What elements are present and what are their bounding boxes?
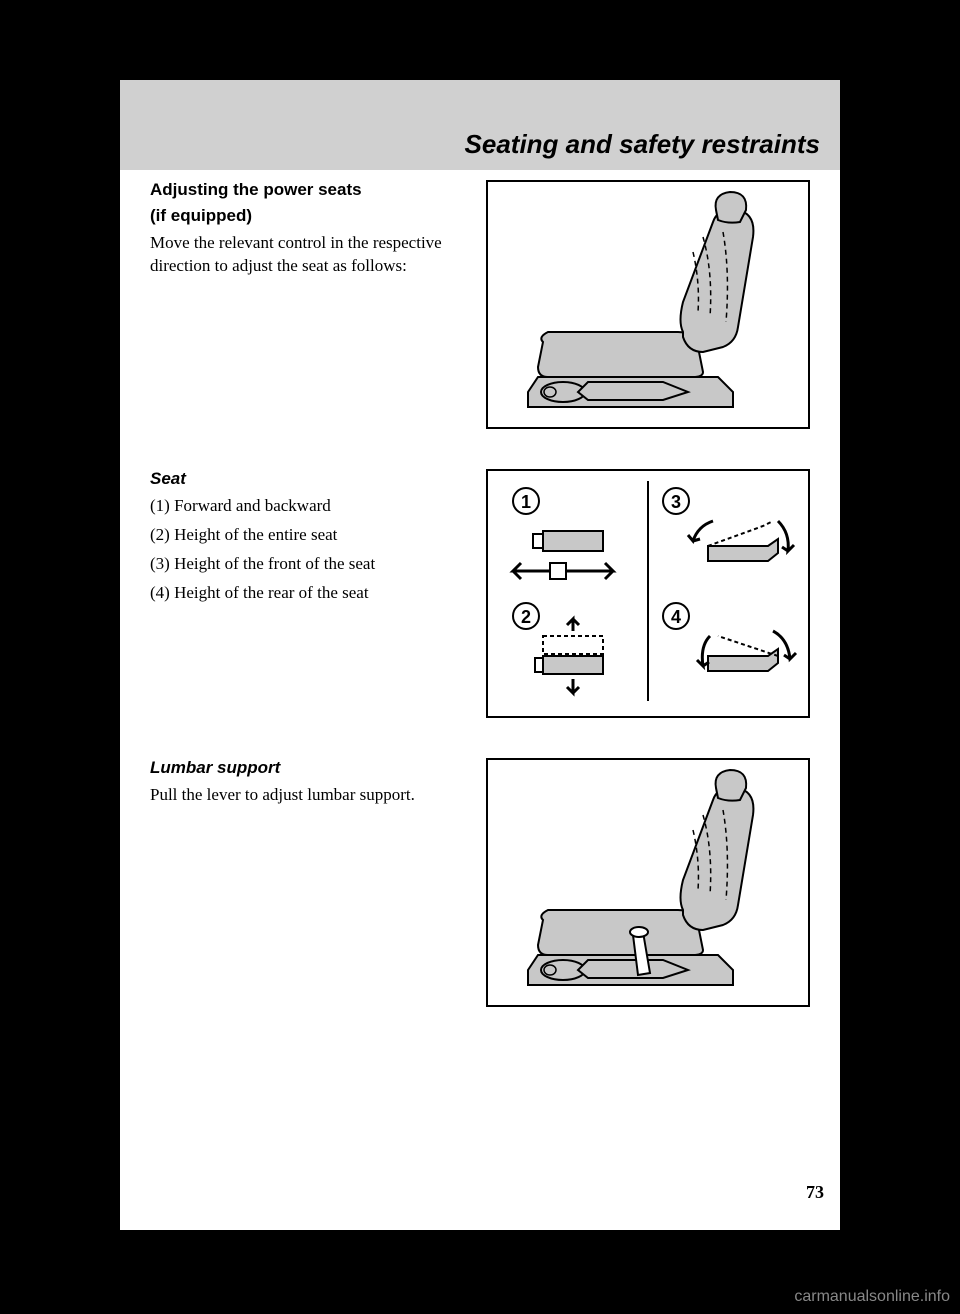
section1-heading-line2: (if equipped) (150, 206, 466, 226)
section-seat-controls: Seat (1) Forward and backward (2) Height… (150, 469, 810, 718)
section1-text: Adjusting the power seats (if equipped) … (150, 180, 466, 429)
section3-heading: Lumbar support (150, 758, 466, 778)
seat-svg-2 (488, 760, 808, 1000)
watermark: carmanualsonline.info (794, 1288, 950, 1306)
diagram-label-1: 1 (521, 492, 531, 512)
section1-body: Move the relevant control in the respect… (150, 232, 466, 278)
section2-item3: (3) Height of the front of the seat (150, 553, 466, 576)
section2-item2: (2) Height of the entire seat (150, 524, 466, 547)
seat-diagram-1 (486, 180, 810, 429)
control-svg: 1 2 (488, 471, 808, 711)
diagram-label-3: 3 (671, 492, 681, 512)
page-container: Seating and safety restraints Adjusting … (120, 80, 840, 1230)
section3-image-col (486, 758, 810, 1007)
page-title: Seating and safety restraints (465, 129, 820, 160)
section2-heading: Seat (150, 469, 466, 489)
section1-image-col (486, 180, 810, 429)
section3-text: Lumbar support Pull the lever to adjust … (150, 758, 466, 1007)
section1-heading-line1: Adjusting the power seats (150, 180, 466, 200)
diagram-label-4: 4 (671, 607, 681, 627)
section2-item1: (1) Forward and backward (150, 495, 466, 518)
seat-svg-1 (488, 182, 808, 422)
section-power-seats: Adjusting the power seats (if equipped) … (150, 180, 810, 429)
section2-image-col: 1 2 (486, 469, 810, 718)
control-diagram: 1 2 (486, 469, 810, 718)
section-lumbar: Lumbar support Pull the lever to adjust … (150, 758, 810, 1007)
section3-body: Pull the lever to adjust lumbar support. (150, 784, 466, 807)
header-bar: Seating and safety restraints (120, 80, 840, 170)
diagram-label-2: 2 (521, 607, 531, 627)
content-area: Adjusting the power seats (if equipped) … (120, 170, 840, 1057)
section2-item4: (4) Height of the rear of the seat (150, 582, 466, 605)
seat-diagram-2 (486, 758, 810, 1007)
page-number: 73 (800, 1180, 830, 1205)
section2-text: Seat (1) Forward and backward (2) Height… (150, 469, 466, 718)
